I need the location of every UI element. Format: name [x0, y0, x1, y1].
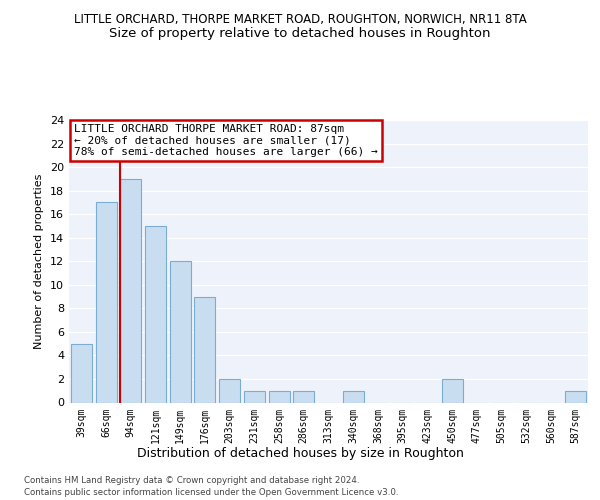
Bar	[194, 296, 215, 403]
Y-axis label: Number of detached properties: Number of detached properties	[34, 174, 44, 349]
Bar	[95, 202, 116, 402]
Bar	[145, 226, 166, 402]
Bar	[442, 379, 463, 402]
Text: Size of property relative to detached houses in Roughton: Size of property relative to detached ho…	[109, 28, 491, 40]
Bar	[219, 379, 240, 402]
Text: Contains public sector information licensed under the Open Government Licence v3: Contains public sector information licen…	[24, 488, 398, 497]
Bar	[343, 390, 364, 402]
Text: Contains HM Land Registry data © Crown copyright and database right 2024.: Contains HM Land Registry data © Crown c…	[24, 476, 359, 485]
Bar	[244, 390, 265, 402]
Text: LITTLE ORCHARD THORPE MARKET ROAD: 87sqm
← 20% of detached houses are smaller (1: LITTLE ORCHARD THORPE MARKET ROAD: 87sqm…	[74, 124, 378, 158]
Bar	[170, 261, 191, 402]
Bar	[293, 390, 314, 402]
Bar	[120, 179, 141, 402]
Bar	[565, 390, 586, 402]
Text: Distribution of detached houses by size in Roughton: Distribution of detached houses by size …	[137, 448, 463, 460]
Bar	[269, 390, 290, 402]
Bar	[71, 344, 92, 402]
Text: LITTLE ORCHARD, THORPE MARKET ROAD, ROUGHTON, NORWICH, NR11 8TA: LITTLE ORCHARD, THORPE MARKET ROAD, ROUG…	[74, 12, 526, 26]
